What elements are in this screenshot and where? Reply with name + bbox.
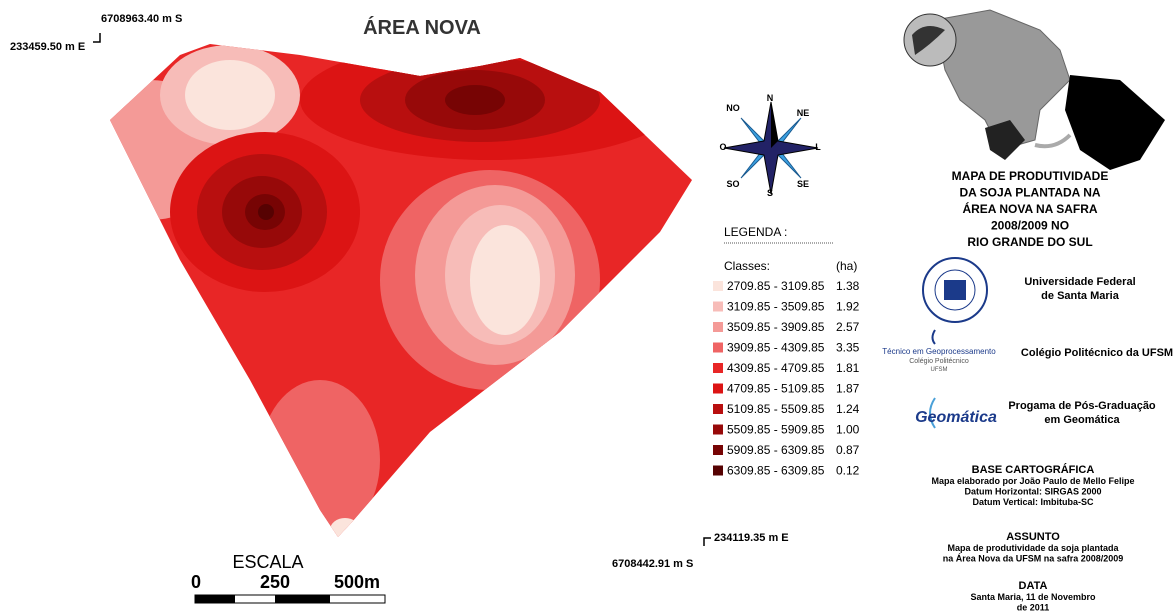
legend-swatch xyxy=(713,343,723,353)
legend-range: 6309.85 - 6309.85 xyxy=(727,464,825,478)
legend-header: (ha) xyxy=(836,259,857,273)
panel-title-line: DA SOJA PLANTADA NA xyxy=(959,186,1100,200)
info-line: na Área Nova da UFSM na safra 2008/2009 xyxy=(943,554,1124,564)
legend-title: LEGENDA : xyxy=(724,225,787,239)
legend-range: 3909.85 - 4309.85 xyxy=(727,341,825,355)
compass-label: O xyxy=(719,142,726,152)
map-title: ÁREA NOVA xyxy=(363,16,481,39)
info-title: ASSUNTO xyxy=(1006,531,1060,543)
panel-title-line: ÁREA NOVA NA SAFRA xyxy=(962,201,1097,216)
legend-range: 3509.85 - 3909.85 xyxy=(727,320,825,334)
compass-label: L xyxy=(815,142,821,152)
map-page: ÁREA NOVA 6708963.40 m S 233459.50 m E 2… xyxy=(0,0,1173,613)
legend-swatch xyxy=(713,302,723,312)
coord-bracket xyxy=(704,538,711,546)
institution-name: Progama de Pós-Graduação xyxy=(1008,400,1156,412)
legend-range: 5509.85 - 5909.85 xyxy=(727,423,825,437)
scale-label: 0 xyxy=(191,572,201,592)
info-line: Santa Maria, 11 de Novembro xyxy=(970,592,1096,602)
panel-title-line: RIO GRANDE DO SUL xyxy=(967,235,1092,249)
yield-map xyxy=(70,40,700,542)
legend-area: 1.87 xyxy=(836,382,860,396)
legend-swatch xyxy=(713,363,723,373)
legend-area: 0.12 xyxy=(836,464,860,478)
legend-swatch xyxy=(713,404,723,414)
compass-label: N xyxy=(767,93,774,103)
institutions: Universidade Federal de Santa Maria Colégi… xyxy=(1008,276,1173,426)
legend-area: 1.38 xyxy=(836,279,860,293)
legend-swatch xyxy=(713,384,723,394)
legend-range: 3109.85 - 3509.85 xyxy=(727,300,825,314)
compass-label: SE xyxy=(797,179,809,189)
location-map xyxy=(904,10,1165,170)
legend-swatch xyxy=(713,445,723,455)
info-title: DATA xyxy=(1019,580,1048,592)
info-line: Datum Vertical: Imbituba-SC xyxy=(972,497,1094,507)
coord-label: 6708963.40 m S xyxy=(101,13,182,25)
compass-label: NE xyxy=(797,108,810,118)
scale-bar xyxy=(195,595,385,603)
legend-area: 1.24 xyxy=(836,402,860,416)
info-line: Mapa elaborado por João Paulo de Mello F… xyxy=(931,476,1134,486)
legend-area: 1.00 xyxy=(836,423,860,437)
legend-range: 2709.85 - 3109.85 xyxy=(727,279,825,293)
institution-name: Universidade Federal xyxy=(1024,276,1135,288)
legend-area: 2.57 xyxy=(836,320,860,334)
coord-label: 233459.50 m E xyxy=(10,41,85,53)
scale-label: 500m xyxy=(334,572,380,592)
legend-area: 3.35 xyxy=(836,341,860,355)
logo-text: Técnico em Geoprocessamento xyxy=(882,347,996,356)
legend-range: 4709.85 - 5109.85 xyxy=(727,382,825,396)
compass-label: S xyxy=(767,188,773,198)
legend-swatch xyxy=(713,281,723,291)
coord-bracket xyxy=(93,33,100,42)
institution-name: de Santa Maria xyxy=(1041,290,1120,302)
legend-swatch xyxy=(713,322,723,332)
legend-area: 1.92 xyxy=(836,300,860,314)
logo-text: UFSM xyxy=(931,367,948,373)
scale-label: 250 xyxy=(260,572,290,592)
legend-header: Classes: xyxy=(724,259,770,273)
info-title: BASE CARTOGRÁFICA xyxy=(972,463,1095,476)
info-line: Mapa de produtividade da soja plantada xyxy=(947,543,1119,553)
legend-area: 1.81 xyxy=(836,361,860,375)
info-line: de 2011 xyxy=(1017,603,1050,613)
info-line: Datum Horizontal: SIRGAS 2000 xyxy=(964,487,1101,497)
logo-text: Geomática xyxy=(915,409,997,426)
legend-range: 4309.85 - 4709.85 xyxy=(727,361,825,375)
legend-swatch xyxy=(713,466,723,476)
institution-name: Colégio Politécnico da UFSM xyxy=(1021,347,1173,359)
institution-name: em Geomática xyxy=(1044,414,1120,426)
politecnico-logo xyxy=(933,330,936,344)
logo-text: Colégio Politécnico xyxy=(909,358,969,365)
compass-label: SO xyxy=(726,179,739,189)
coord-label: 6708442.91 m S xyxy=(612,558,693,570)
legend-range: 5909.85 - 6309.85 xyxy=(727,443,825,457)
panel-title-line: 2008/2009 NO xyxy=(991,219,1069,233)
coord-label: 234119.35 m E xyxy=(714,532,789,544)
legend-swatch xyxy=(713,425,723,435)
legend-area: 0.87 xyxy=(836,443,860,457)
legend: 2709.85 - 3109.85 1.38 3109.85 - 3509.85 1.… xyxy=(713,279,860,478)
panel-title: MAPA DE PRODUTIVIDADE DA SOJA PLANTADA NA… xyxy=(952,169,1109,249)
scale-title: ESCALA xyxy=(232,552,303,572)
ufsm-logo xyxy=(923,258,987,322)
panel-title-line: MAPA DE PRODUTIVIDADE xyxy=(952,169,1109,183)
legend-range: 5109.85 - 5509.85 xyxy=(727,402,825,416)
compass-label: NO xyxy=(726,103,740,113)
